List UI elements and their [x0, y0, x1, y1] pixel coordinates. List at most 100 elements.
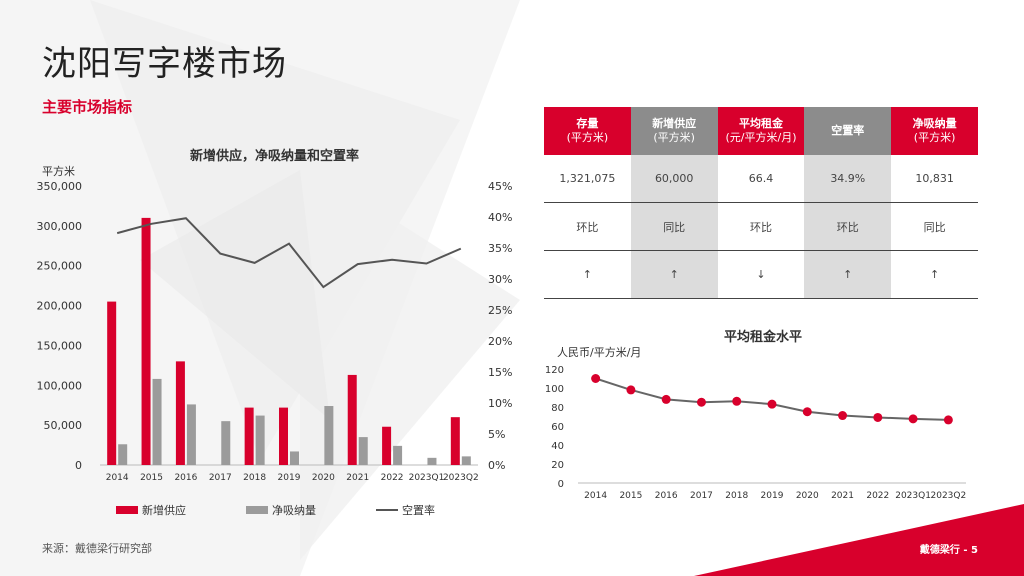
legend-label-vacancy: 空置率 — [402, 504, 435, 517]
legend-item-vacancy: 空置率 — [376, 502, 435, 518]
legend-swatch-vacancy — [376, 509, 398, 511]
y-tick-label: 40 — [551, 441, 564, 452]
bar-supply — [175, 361, 185, 465]
point-avg-rent — [661, 394, 671, 404]
x-tick-label: 2016 — [174, 473, 197, 483]
x-tick-label: 2017 — [690, 491, 713, 501]
kpi-header-vacancy: 空置率 — [804, 107, 892, 155]
y-tick-label: 300,000 — [37, 220, 83, 233]
y-tick-label: 120 — [545, 365, 564, 376]
y2-tick-label: 40% — [488, 211, 512, 224]
point-avg-rent — [591, 374, 601, 383]
y2-tick-label: 15% — [488, 366, 512, 379]
bar-absorption — [255, 415, 265, 465]
y2-tick-label: 25% — [488, 304, 512, 317]
y-tick-label: 0 — [558, 479, 564, 490]
bar-supply — [347, 374, 357, 465]
kpi-compare-stock: 环比 — [544, 202, 631, 251]
point-avg-rent — [802, 407, 812, 417]
bar-supply — [450, 417, 460, 465]
bar-absorption — [393, 445, 403, 465]
x-tick-label: 2023Q2 — [931, 491, 967, 501]
kpi-value-new-supply: 60,000 — [630, 155, 718, 203]
y2-tick-label: 5% — [488, 428, 505, 441]
supply-chart-ylabel: 平方米 — [42, 165, 75, 178]
kpi-value-avg-rent: 66.4 — [717, 155, 805, 203]
kpi-value-vacancy: 34.9% — [804, 155, 892, 203]
kpi-value-stock: 1,321,075 — [544, 155, 631, 203]
legend-label-supply: 新增供应 — [142, 504, 186, 517]
legend-label-absorption: 净吸纳量 — [272, 504, 316, 517]
point-avg-rent — [873, 412, 883, 422]
bar-absorption — [152, 378, 162, 465]
kpi-trend-row: ↑ ↑ ↓ ↑ ↑ — [544, 250, 978, 299]
supply-chart-title: 新增供应，净吸纳量和空置率 — [190, 149, 360, 164]
x-tick-label: 2020 — [796, 491, 819, 501]
x-tick-label: 2014 — [584, 491, 607, 501]
x-tick-label: 2022 — [866, 491, 889, 501]
rent-chart-title: 平均租金水平 — [724, 330, 803, 345]
legend-item-supply: 新增供应 — [116, 502, 186, 518]
x-tick-label: 2019 — [278, 473, 301, 483]
x-tick-label: 2018 — [243, 473, 266, 483]
x-tick-label: 2015 — [140, 473, 163, 483]
point-avg-rent — [626, 385, 636, 395]
x-tick-label: 2022 — [381, 473, 404, 483]
y2-tick-label: 20% — [488, 335, 512, 348]
y2-tick-label: 30% — [488, 273, 512, 286]
bar-absorption — [461, 456, 471, 465]
bar-absorption — [186, 404, 196, 465]
bar-supply — [382, 426, 392, 465]
bar-supply — [244, 407, 254, 465]
footer-band — [694, 504, 1024, 576]
x-tick-label: 2020 — [312, 473, 335, 483]
supply-absorption-vacancy-chart: 0 50,000 100,000 150,000 200,000 250,000 300,0… — [37, 180, 513, 483]
y-tick-label: 60 — [551, 422, 564, 433]
point-avg-rent — [838, 411, 848, 421]
kpi-header-row: 存量 (平方米) 新增供应 (平方米) 平均租金 (元/平方米/月) 空置率 净吸纳量… — [544, 107, 978, 155]
x-tick-label: 2023Q1 — [409, 473, 445, 483]
point-avg-rent — [767, 399, 777, 409]
y-tick-label: 100 — [545, 384, 564, 395]
kpi-header-avg-rent: 平均租金 (元/平方米/月) — [717, 107, 805, 155]
kpi-value-net-absorption: 10,831 — [891, 155, 978, 203]
kpi-table: 存量 (平方米) 新增供应 (平方米) 平均租金 (元/平方米/月) 空置率 净吸纳量… — [544, 107, 978, 299]
point-avg-rent — [943, 415, 953, 425]
y2-tick-label: 10% — [488, 397, 512, 410]
kpi-trend-avg-rent-icon: ↓ — [717, 250, 805, 299]
kpi-compare-avg-rent: 环比 — [717, 202, 805, 251]
y-tick-label: 0 — [75, 459, 82, 472]
legend-item-absorption: 净吸纳量 — [246, 502, 316, 518]
kpi-header-net-absorption: 净吸纳量 (平方米) — [891, 107, 978, 155]
x-tick-label: 2017 — [209, 473, 232, 483]
kpi-compare-row: 环比 同比 环比 环比 同比 — [544, 202, 978, 251]
y-tick-label: 200,000 — [37, 300, 83, 313]
point-avg-rent — [908, 414, 918, 424]
page-title: 沈阳写字楼市场 — [42, 44, 287, 84]
legend-swatch-absorption — [246, 506, 268, 514]
bar-absorption — [221, 421, 231, 465]
kpi-trend-net-absorption-icon: ↑ — [891, 250, 978, 299]
y-tick-label: 350,000 — [37, 180, 83, 193]
bar-absorption — [118, 444, 128, 465]
y-tick-label: 100,000 — [37, 379, 83, 392]
bar-supply — [107, 301, 117, 465]
kpi-header-stock: 存量 (平方米) — [544, 107, 631, 155]
line-avg-rent — [595, 377, 949, 421]
kpi-compare-net-absorption: 同比 — [891, 202, 978, 251]
x-tick-label: 2018 — [725, 491, 748, 501]
kpi-trend-new-supply-icon: ↑ — [630, 250, 718, 299]
average-rent-chart: 0 20 40 60 80 100 120 2014 2015 2016 2017 2018 2019 2… — [545, 365, 967, 501]
x-tick-label: 2021 — [346, 473, 369, 483]
point-avg-rent — [732, 396, 742, 406]
x-tick-label: 2019 — [761, 491, 784, 501]
kpi-value-row: 1,321,075 60,000 66.4 34.9% 10,831 — [544, 155, 978, 203]
y2-tick-label: 0% — [488, 459, 505, 472]
y-tick-label: 150,000 — [37, 339, 83, 352]
kpi-header-new-supply: 新增供应 (平方米) — [630, 107, 718, 155]
legend-swatch-supply — [116, 506, 138, 514]
kpi-trend-vacancy-icon: ↑ — [804, 250, 892, 299]
bar-absorption — [358, 437, 368, 465]
x-tick-label: 2023Q2 — [443, 473, 479, 483]
y-tick-label: 80 — [551, 403, 564, 414]
